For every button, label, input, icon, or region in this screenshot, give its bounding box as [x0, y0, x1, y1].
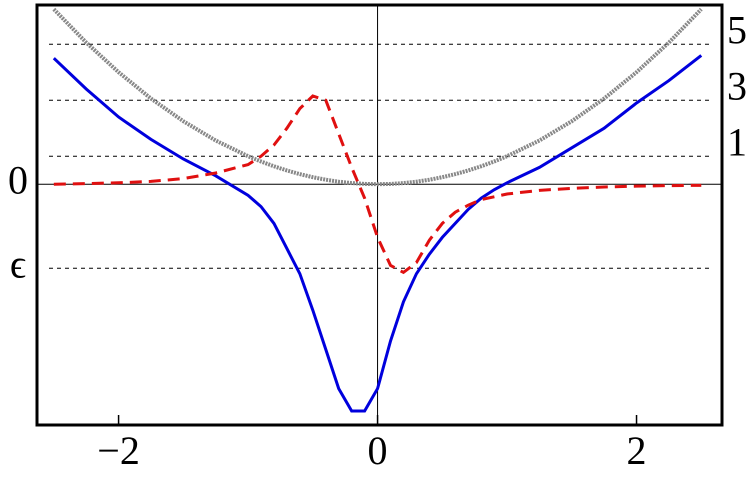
x-tick-label: −2 — [97, 428, 140, 473]
y2-tick-label: 3 — [727, 63, 747, 108]
plot-frame — [35, 3, 724, 427]
y2-tick-label: 1 — [727, 119, 747, 164]
line-series — [52, 54, 703, 413]
y2-tick-label: 5 — [727, 7, 747, 52]
y-tick-label: ϵ — [10, 241, 26, 286]
line-series — [52, 7, 703, 187]
line-series — [53, 94, 702, 275]
x-tick-label: 0 — [368, 428, 388, 473]
x-tick-label: 2 — [627, 428, 647, 473]
y-tick-label: 0 — [8, 157, 28, 202]
